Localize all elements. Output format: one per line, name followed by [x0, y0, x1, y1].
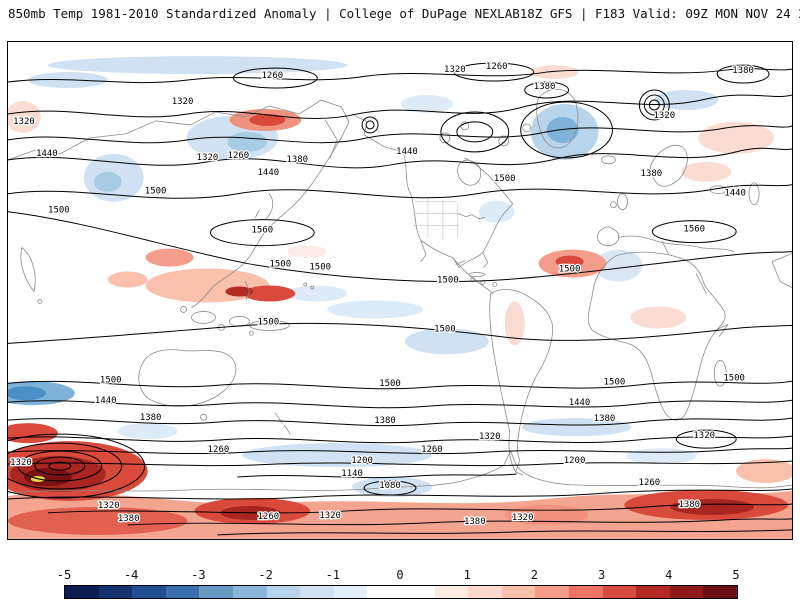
colorbar-segment [232, 586, 267, 598]
contour-label: 1080 [379, 481, 401, 491]
colorbar-segment [333, 586, 368, 598]
contour-label: 1320 [479, 432, 501, 442]
contour-label: 1380 [464, 517, 486, 527]
contour-label: 1560 [252, 226, 274, 236]
colorbar-segment [98, 586, 133, 598]
colorbar-tick-label: 0 [396, 568, 404, 582]
colorbar-segment [300, 586, 334, 598]
colorbar-segment [434, 586, 469, 598]
colorbar-segment [535, 586, 569, 598]
contour-label: 1440 [258, 168, 280, 178]
contour-label: 1320 [13, 117, 35, 127]
contour-label: 1320 [512, 513, 534, 523]
contour-label: 1500 [379, 379, 401, 389]
height-contours [8, 62, 792, 536]
contour-label: 1500 [437, 276, 459, 286]
contour-label: 1380 [594, 414, 616, 424]
model-valid-time: 18Z GFS | F183 Valid: 09Z MON NOV 24 202… [519, 6, 800, 21]
contour-label: 1320 [319, 511, 341, 521]
contour-label: 1320 [98, 501, 120, 511]
colorbar-segment [266, 586, 301, 598]
colorbar-tick-label: -3 [191, 568, 206, 582]
colorbar-segment [602, 586, 637, 598]
contour-label: 1260 [639, 478, 661, 488]
colorbar-segment [65, 586, 99, 598]
contour-label: 1380 [678, 500, 700, 510]
contour-label: 1500 [100, 375, 122, 385]
colorbar-segment [132, 586, 166, 598]
contour-label: 1500 [145, 187, 167, 197]
contour-label: 1320 [197, 153, 219, 163]
header: 850mb Temp 1981-2010 Standardized Anomal… [8, 6, 800, 21]
colorbar-segment [703, 586, 737, 598]
contour-label: 1380 [534, 82, 556, 92]
contour-label: 1320 [654, 111, 676, 121]
contour-label: 1380 [118, 514, 140, 524]
weather-map: 1260 1320 1320 1260 1380 1380 1320 1320 1440 1320… [7, 41, 793, 540]
contour-label: 1500 [309, 263, 331, 273]
contour-label: 1440 [724, 189, 746, 199]
contour-label: 1440 [396, 147, 418, 157]
colorbar-tick-labels: -5 -4 -3 -2 -1 0 1 2 3 4 5 [57, 568, 740, 582]
contour-label: 1320 [693, 431, 715, 441]
contour-label: 1560 [683, 225, 705, 235]
colorbar [64, 585, 738, 599]
contour-label: 1140 [341, 469, 363, 479]
colorbar-tick-label: -4 [123, 568, 139, 582]
colorbar-tick-label: 1 [463, 568, 471, 582]
contour-label: 1320 [444, 65, 466, 75]
colorbar-tick-label: -1 [325, 568, 341, 582]
contour-label: 1320 [172, 97, 194, 107]
colorbar-tick-label: 2 [530, 568, 539, 582]
contour-label: 1260 [228, 151, 250, 161]
page-title: 850mb Temp 1981-2010 Standardized Anomal… [8, 6, 520, 21]
contour-label: 1260 [421, 445, 443, 455]
contour-label: 1200 [351, 456, 373, 466]
colorbar-segment [165, 586, 200, 598]
colorbar-tick-label: 5 [732, 568, 740, 582]
contour-label: 1260 [262, 71, 284, 81]
contour-label: 1500 [604, 377, 626, 387]
contour-label: 1500 [258, 317, 280, 327]
contour-labels: 1260 1320 1320 1260 1380 1380 1320 1320 1440 1320… [9, 61, 755, 528]
contour-label: 1500 [559, 265, 581, 275]
contour-label: 1500 [270, 260, 292, 270]
contour-label: 1320 [10, 458, 32, 468]
contour-label: 1380 [286, 155, 308, 165]
colorbar-segment [568, 586, 603, 598]
contour-label: 1500 [723, 373, 745, 383]
contour-label: 1260 [258, 512, 280, 522]
colorbar-segment [367, 586, 401, 598]
colorbar-tick-label: 4 [665, 568, 673, 582]
contour-label: 1380 [140, 413, 162, 423]
colorbar-segment [468, 586, 502, 598]
contour-label: 1380 [374, 416, 396, 426]
contour-label: 1380 [641, 169, 663, 179]
contour-label: 1440 [36, 149, 58, 159]
contour-label: 1500 [434, 324, 456, 334]
colorbar-tick-label: 3 [597, 568, 606, 582]
contour-label: 1440 [95, 396, 117, 406]
state-borders [412, 197, 459, 240]
contour-label: 1200 [564, 456, 586, 466]
colorbar-segment [669, 586, 704, 598]
colorbar-segment [400, 586, 435, 598]
contour-label: 1500 [494, 174, 516, 184]
contour-label: 1260 [486, 62, 508, 72]
colorbar-tick-label: -2 [258, 568, 273, 582]
contour-label: 1500 [48, 206, 70, 216]
colorbar-segment [199, 586, 233, 598]
contour-label: 1260 [208, 445, 230, 455]
contour-label: 1440 [569, 398, 591, 408]
anomaly-shading [8, 56, 792, 539]
colorbar-tick-label: -5 [56, 568, 72, 582]
coastlines [8, 88, 792, 494]
contour-label: 1380 [732, 66, 754, 76]
colorbar-segment [636, 586, 670, 598]
colorbar-segment [501, 586, 536, 598]
